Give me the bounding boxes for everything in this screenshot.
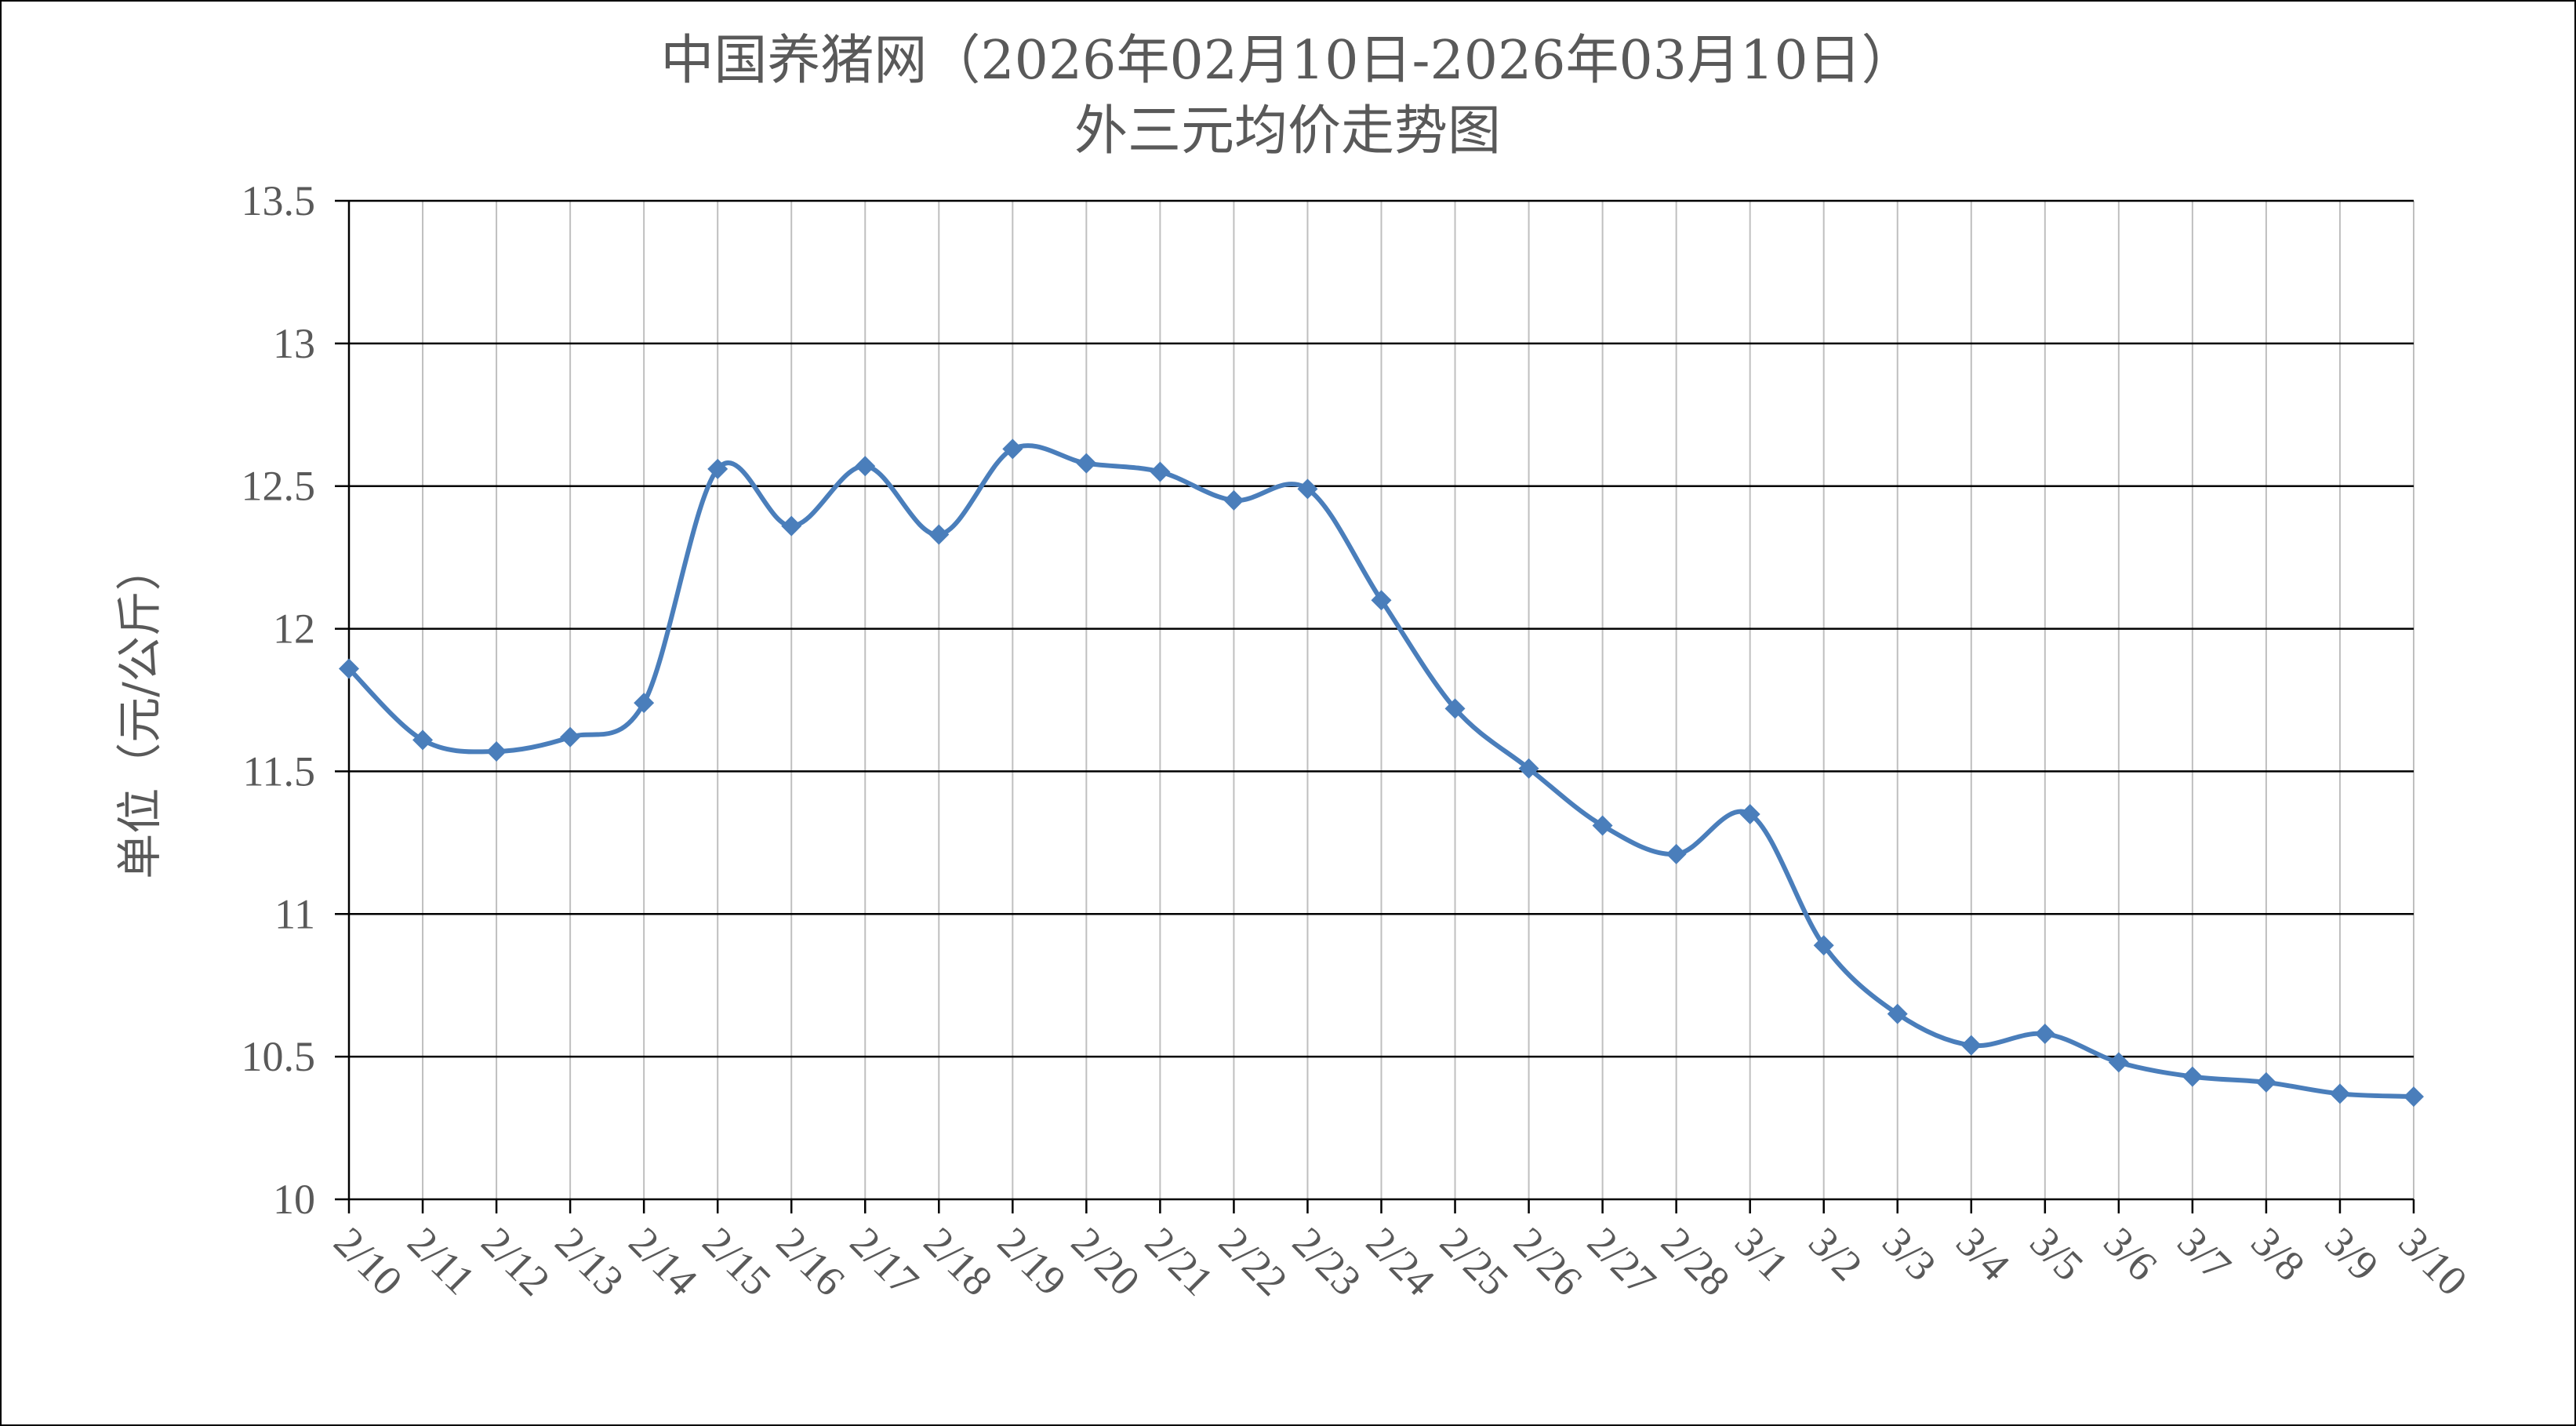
x-tick-label: 3/1 bbox=[1726, 1218, 1797, 1290]
x-tick-label: 2/20 bbox=[1063, 1218, 1149, 1304]
y-tick-labels: 10 10.5 11 11.5 12 12.5 13 13.5 bbox=[242, 177, 316, 1223]
x-tick-label: 3/9 bbox=[2316, 1218, 2387, 1290]
data-point-marker bbox=[1518, 758, 1539, 779]
x-tick-label: 3/8 bbox=[2242, 1218, 2313, 1290]
data-point-marker bbox=[1371, 590, 1392, 611]
x-tick-label: 2/28 bbox=[1652, 1218, 1739, 1304]
data-point-marker bbox=[634, 693, 655, 714]
x-tick-label: 2/17 bbox=[841, 1218, 928, 1304]
data-point-marker bbox=[339, 658, 359, 679]
data-point-marker bbox=[1960, 1035, 1982, 1056]
y-tick-label: 11.5 bbox=[243, 748, 316, 795]
x-tick-label: 2/15 bbox=[694, 1218, 780, 1304]
axes bbox=[335, 201, 2415, 1213]
x-tick-label: 2/16 bbox=[768, 1218, 854, 1304]
data-point-marker bbox=[2255, 1071, 2276, 1093]
x-tick-label: 2/26 bbox=[1505, 1218, 1591, 1304]
y-tick-label: 13 bbox=[273, 320, 315, 367]
x-tick-label: 3/3 bbox=[1873, 1218, 1945, 1290]
data-point-marker bbox=[2034, 1024, 2055, 1045]
y-tick-label: 13.5 bbox=[242, 177, 316, 224]
x-tick-label: 3/10 bbox=[2390, 1218, 2476, 1304]
y-tick-label: 10 bbox=[273, 1176, 315, 1223]
x-tick-label: 3/2 bbox=[1800, 1218, 1871, 1290]
x-tick-label: 2/27 bbox=[1579, 1218, 1665, 1304]
x-tick-label: 2/10 bbox=[325, 1218, 412, 1304]
data-point-marker bbox=[1592, 815, 1613, 836]
x-tick-label: 3/5 bbox=[2021, 1218, 2092, 1290]
x-tick-label: 2/21 bbox=[1136, 1218, 1223, 1304]
y-tick-label: 12.5 bbox=[242, 463, 316, 510]
y-axis-title: 单位（元/公斤） bbox=[113, 545, 166, 879]
series-price bbox=[339, 438, 2424, 1108]
data-point-marker bbox=[781, 515, 802, 537]
x-tick-label: 2/13 bbox=[547, 1218, 633, 1304]
x-tick-label: 2/11 bbox=[399, 1218, 485, 1304]
x-tick-label: 3/7 bbox=[2168, 1218, 2240, 1290]
data-point-marker bbox=[928, 524, 950, 545]
chart-title: 中国养猪网（2026年02月10日-2026年03月10日） bbox=[660, 30, 1914, 92]
x-tick-label: 2/23 bbox=[1284, 1218, 1370, 1304]
x-tick-label: 2/24 bbox=[1357, 1218, 1444, 1304]
data-point-marker bbox=[1739, 803, 1760, 824]
data-point-marker bbox=[1076, 453, 1097, 474]
x-tick-label: 2/22 bbox=[1210, 1218, 1296, 1304]
y-tick-label: 12 bbox=[273, 606, 315, 653]
data-point-marker bbox=[412, 729, 434, 751]
x-tick-label: 3/4 bbox=[1947, 1218, 2018, 1290]
data-point-marker bbox=[1150, 461, 1171, 482]
data-point-marker bbox=[2329, 1083, 2350, 1104]
data-point-marker bbox=[1223, 489, 1244, 511]
y-tick-label: 10.5 bbox=[242, 1033, 316, 1080]
data-point-marker bbox=[1813, 935, 1834, 956]
x-tick-label: 3/6 bbox=[2095, 1218, 2166, 1290]
x-tick-labels: 2/102/112/122/132/142/152/162/172/182/19… bbox=[325, 1218, 2476, 1304]
data-point-marker bbox=[1887, 1003, 1908, 1024]
data-point-marker bbox=[1002, 438, 1023, 460]
data-point-marker bbox=[2403, 1086, 2424, 1108]
x-tick-label: 2/12 bbox=[473, 1218, 559, 1304]
data-point-marker bbox=[1444, 698, 1466, 719]
data-point-marker bbox=[486, 740, 507, 762]
chart-subtitle: 外三元均价走势图 bbox=[1074, 100, 1501, 162]
data-point-marker bbox=[855, 456, 876, 477]
data-point-marker bbox=[2108, 1052, 2129, 1073]
x-tick-label: 2/18 bbox=[915, 1218, 1001, 1304]
data-point-marker bbox=[560, 726, 581, 748]
x-tick-label: 2/25 bbox=[1431, 1218, 1517, 1304]
x-tick-label: 2/14 bbox=[620, 1218, 707, 1304]
data-point-marker bbox=[1666, 843, 1687, 864]
data-point-marker bbox=[2182, 1066, 2203, 1087]
y-tick-label: 11 bbox=[274, 890, 315, 937]
series-line bbox=[347, 443, 2414, 1100]
data-point-marker bbox=[707, 458, 728, 479]
x-tick-label: 2/19 bbox=[989, 1218, 1075, 1304]
data-point-marker bbox=[1297, 478, 1318, 500]
grid-lines bbox=[335, 199, 2414, 1199]
